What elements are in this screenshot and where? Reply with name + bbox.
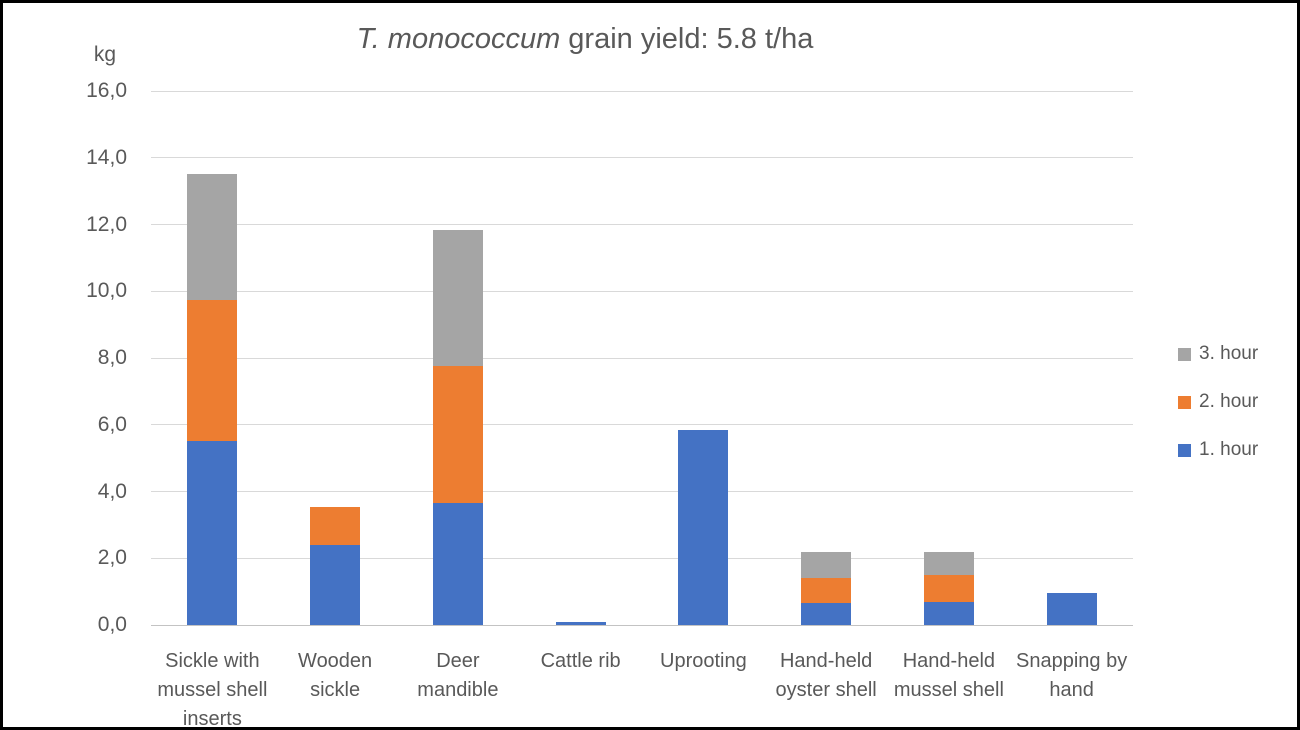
- bar-segment-3hour-1: [187, 174, 238, 300]
- legend-swatch-icon: [1178, 443, 1191, 457]
- x-category-label: Hand-held oyster shell: [775, 650, 877, 701]
- bar-segment-1hour-6: [801, 603, 852, 625]
- legend-item: 2. hour: [1178, 391, 1258, 413]
- x-category-label: Wooden sickle: [298, 650, 373, 701]
- y-tick-label: 2,0: [97, 546, 127, 570]
- y-tick-label: 4,0: [97, 479, 127, 503]
- x-category-label: Cattle rib: [540, 650, 621, 672]
- x-category-label: Snapping by hand: [1016, 650, 1128, 701]
- gridline: [151, 290, 1133, 292]
- bar-segment-2hour-2: [310, 506, 361, 545]
- gridline: [151, 424, 1133, 426]
- chart-title: T. monococcum grain yield: 5.8 t/ha: [3, 23, 1167, 56]
- legend-item-label: 1. hour: [1199, 439, 1259, 460]
- chart-title-species: T. monococcum: [356, 23, 561, 55]
- legend-item-label: 3. hour: [1199, 343, 1259, 364]
- bar-segment-1hour-5: [678, 429, 729, 625]
- gridline: [151, 557, 1133, 559]
- y-tick-label: 8,0: [97, 346, 127, 369]
- bar-segment-1hour-8: [1046, 593, 1097, 625]
- bar-segment-3hour-7: [923, 551, 974, 575]
- y-tick-label: 14,0: [86, 145, 127, 169]
- bar-segment-1hour-4: [555, 621, 606, 625]
- y-tick-label: 6,0: [97, 412, 127, 436]
- x-axis-line: [151, 624, 1133, 626]
- legend-item: 1. hour: [1178, 439, 1258, 461]
- y-tick-label: 16,0: [86, 79, 127, 102]
- y-tick-label: 10,0: [86, 279, 127, 303]
- legend-swatch-icon: [1178, 395, 1191, 409]
- legend-item-label: 2. hour: [1199, 391, 1259, 412]
- x-category-label: Uprooting: [660, 650, 747, 672]
- plot-area: 0,0 2,0 4,0 6,0 8,0 10,0 12,0 14,0 16,0 Sickle wi…: [3, 3, 1297, 727]
- y-tick-label: 12,0: [86, 212, 127, 236]
- gridline: [151, 491, 1133, 492]
- gridline: [151, 157, 1133, 159]
- gridline: [151, 224, 1133, 225]
- bar-segment-2hour-1: [187, 299, 238, 442]
- bar-segment-1hour-2: [310, 544, 361, 625]
- bar-segment-1hour-7: [923, 601, 974, 625]
- gridline: [151, 90, 1133, 92]
- bar-segment-3hour-6: [801, 551, 852, 579]
- x-category-label: Hand-held mussel shell: [893, 650, 1004, 701]
- bar-segment-2hour-7: [923, 574, 974, 602]
- y-tick-label: 0,0: [97, 613, 127, 636]
- bar-segment-1hour-3: [432, 503, 483, 625]
- legend-item: 3. hour: [1178, 343, 1258, 365]
- bar-segment-1hour-1: [187, 441, 238, 625]
- gridline: [151, 357, 1133, 359]
- y-axis-unit-label: kg: [93, 43, 117, 66]
- x-category-label: Deer mandible: [417, 650, 499, 701]
- bar-segment-3hour-3: [432, 229, 483, 367]
- chart-title-rest: grain yield: 5.8 t/ha: [560, 23, 814, 55]
- legend-swatch-icon: [1178, 347, 1191, 361]
- x-category-label: Sickle with mussel shell inserts: [157, 650, 268, 730]
- bar-segment-2hour-3: [432, 366, 483, 504]
- bar-segment-2hour-6: [801, 578, 852, 604]
